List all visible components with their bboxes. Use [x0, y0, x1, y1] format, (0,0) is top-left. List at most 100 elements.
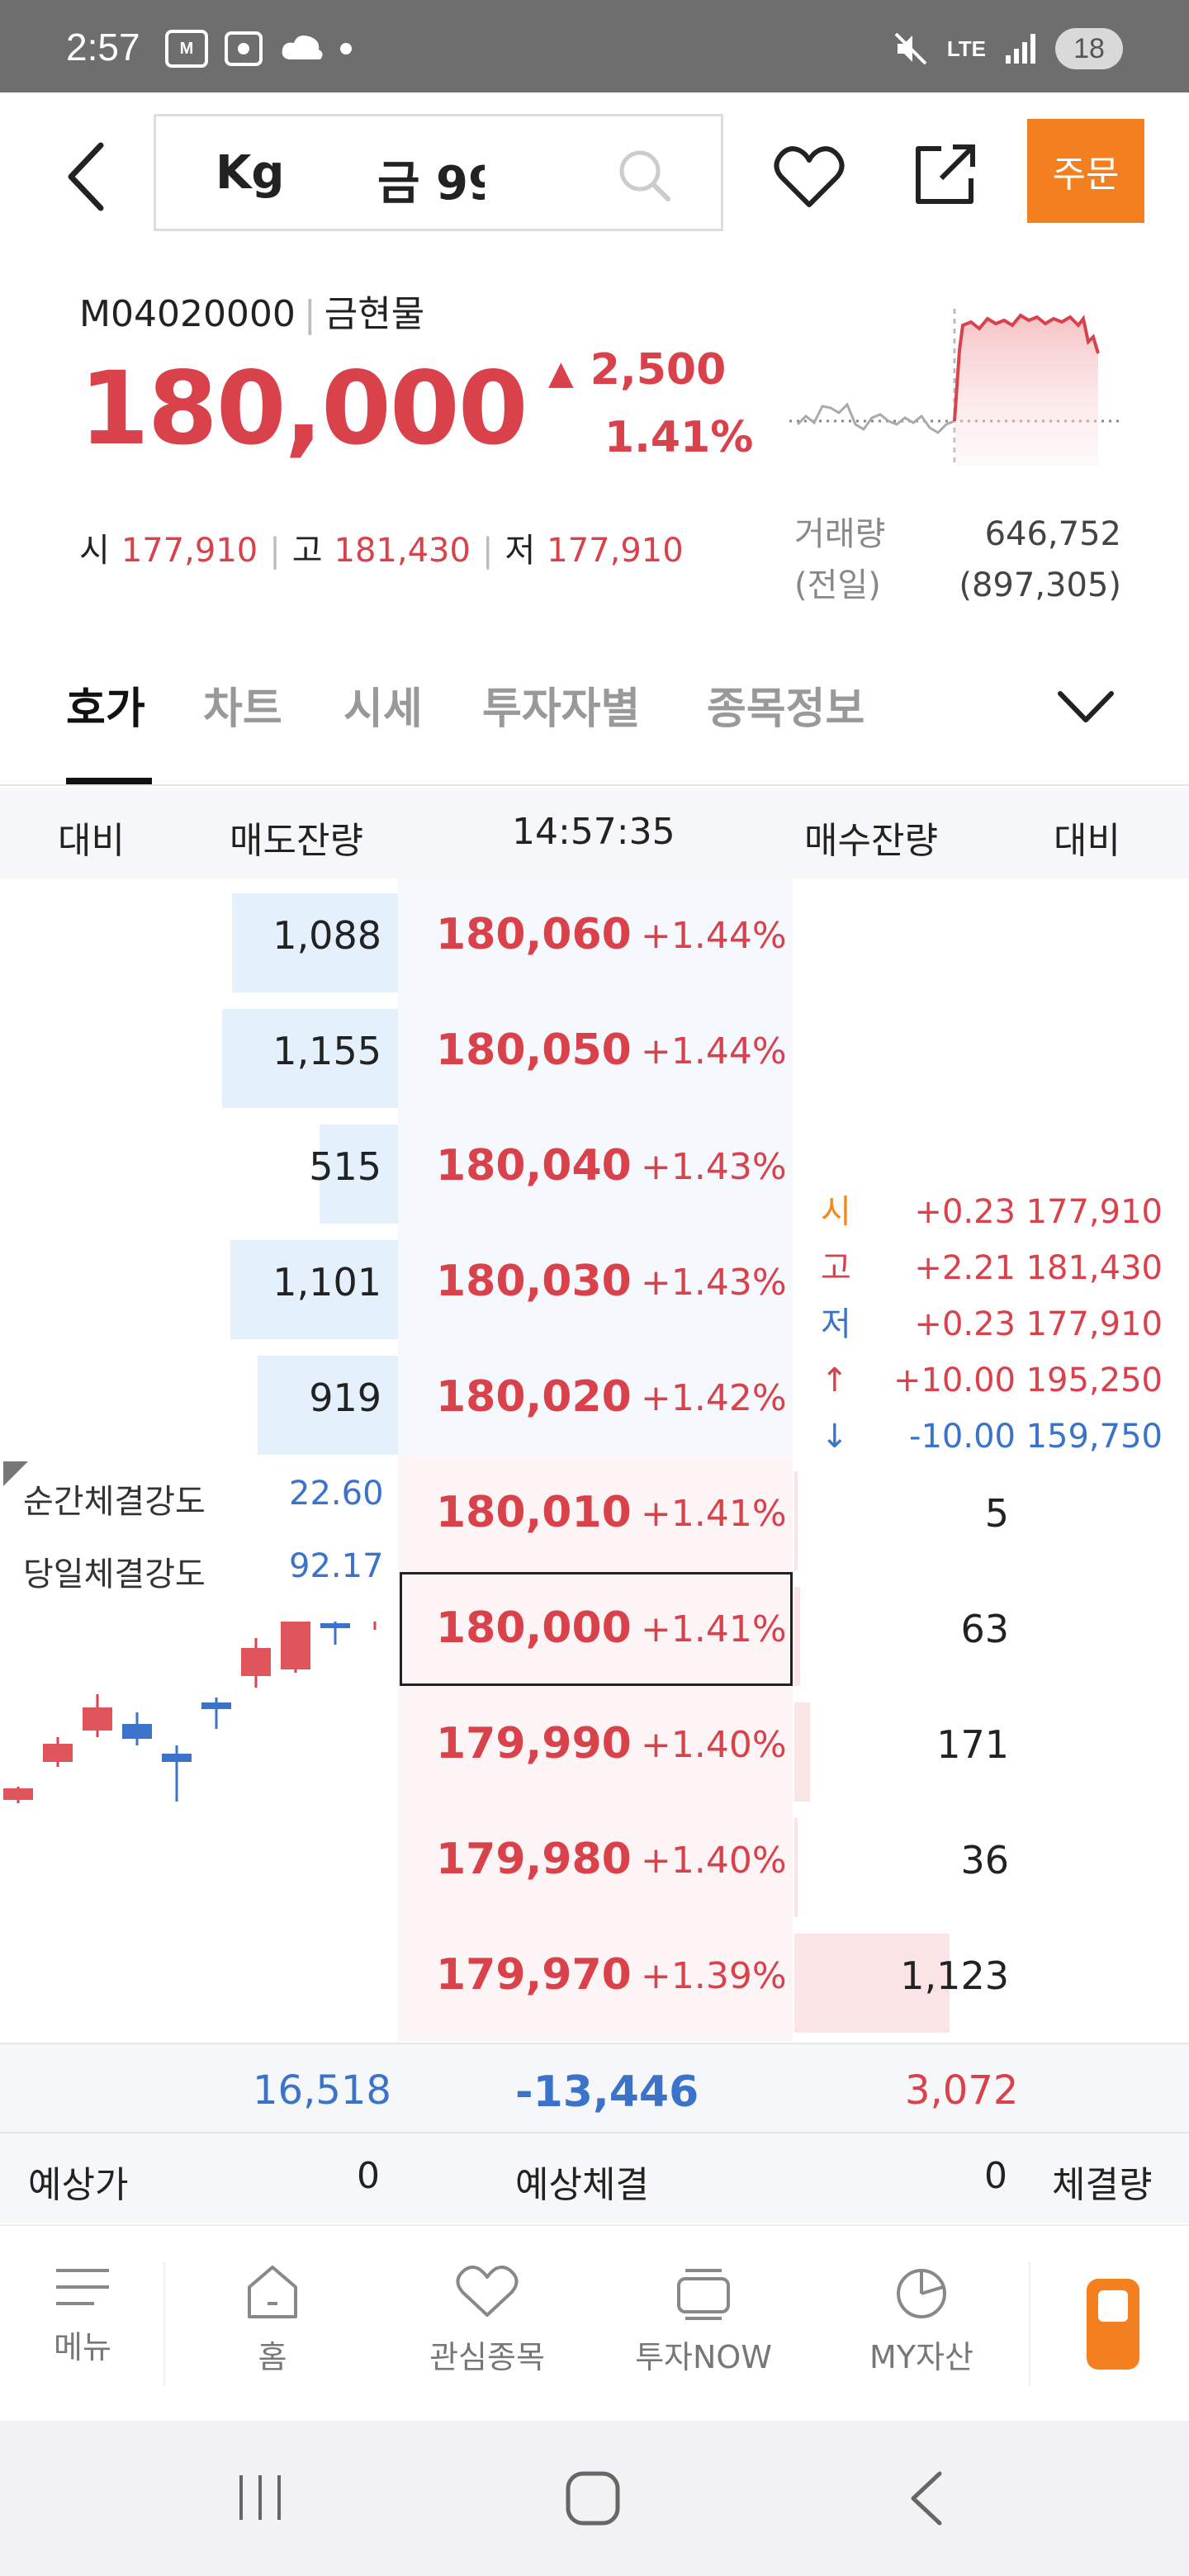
bid-row[interactable]: 179,970 +1.39% 1,123 — [0, 1919, 1189, 2034]
corner-triangle-icon — [3, 1461, 28, 1486]
volume-values: 646,752 (897,305) — [959, 509, 1121, 611]
stock-symbol: Kg — [216, 146, 285, 200]
active-tab-indicator — [66, 778, 152, 784]
nav-divider — [163, 2262, 165, 2386]
system-back-icon[interactable] — [903, 2469, 953, 2528]
prev-volume-label: (전일) — [794, 566, 881, 604]
candle — [83, 1707, 112, 1731]
current-price: 180,000 — [79, 350, 528, 467]
net-balance: -13,446 — [515, 2067, 699, 2117]
status-right-icons: LTE 18 — [893, 28, 1123, 69]
recent-apps-icon[interactable] — [231, 2469, 289, 2526]
ask-row[interactable]: 515 180,040 +1.43% — [0, 1110, 1189, 1225]
nav-watchlist[interactable]: 관심종목 — [405, 2262, 570, 2403]
ask-price: 180,060 — [436, 910, 632, 959]
bid-row[interactable]: 180,000 +1.41% 63 — [0, 1572, 1189, 1688]
ask-price: 180,040 — [436, 1141, 632, 1191]
bid-pct: +1.39% — [641, 1955, 787, 1997]
app-launcher-icon[interactable] — [1087, 2279, 1139, 2370]
up-arrow-icon: ↑ — [821, 1361, 849, 1399]
intraday-mini-chart[interactable] — [789, 309, 1120, 466]
open-high-low: 시 177,910 | 고 181,430 | 저 177,910 — [79, 532, 684, 570]
bid-qty: 171 — [936, 1722, 1009, 1767]
ask-price-column — [398, 878, 793, 1456]
ask-row[interactable]: 919 180,020 +1.42% — [0, 1341, 1189, 1456]
candle — [241, 1648, 271, 1676]
chevron-down-icon[interactable] — [1057, 687, 1115, 728]
bid-qty: 5 — [984, 1491, 1009, 1536]
bid-qty-bar — [794, 1818, 798, 1917]
stat-label: 시 — [821, 1193, 851, 1231]
tab-investors[interactable]: 투자자별 — [482, 684, 641, 734]
instant-strength-label: 순간체결강도 — [23, 1483, 206, 1521]
back-button[interactable] — [58, 135, 124, 218]
candle — [3, 1788, 33, 1800]
order-button[interactable]: 주문 — [1027, 119, 1144, 223]
ask-row[interactable]: 1,101 180,030 +1.43% — [0, 1225, 1189, 1341]
screenshot-icon — [225, 31, 263, 66]
stat-change: +10.00 — [893, 1361, 1016, 1399]
ask-row[interactable]: 1,088 180,060 +1.44% — [0, 878, 1189, 994]
quote-summary: M04020000 | 금현물 180,000 ▲ 2,500 1.41% 시 177,… — [0, 254, 1189, 604]
bid-total: 3,072 — [905, 2067, 1019, 2114]
ask-qty: 1,088 — [272, 913, 381, 958]
candle — [162, 1754, 192, 1762]
share-icon[interactable] — [908, 139, 981, 211]
open-value: 177,910 — [121, 532, 258, 570]
mini-candlestick-chart — [3, 1622, 377, 1803]
ask-qty-header: 매도잔량 — [230, 820, 363, 862]
nav-menu[interactable]: 메뉴 — [0, 2262, 165, 2403]
bid-qty-header: 매수잔량 — [804, 820, 938, 862]
notification-dot-icon — [340, 43, 352, 54]
prev-volume-value: (897,305) — [959, 566, 1121, 604]
nav-invest-now[interactable]: 투자NOW — [621, 2262, 786, 2403]
stock-name: 금 99 — [377, 157, 485, 211]
ask-row[interactable]: 1,155 180,050 +1.44% — [0, 994, 1189, 1110]
price-stats-panel: 시 +0.23 177,910 고 +2.21 181,430 저 +0.23 177,91… — [817, 1184, 1172, 1465]
bid-price: 180,010 — [436, 1488, 632, 1537]
heart-icon — [456, 2266, 519, 2317]
bid-row[interactable]: 179,990 +1.40% 171 — [0, 1688, 1189, 1803]
stat-change: +0.23 — [914, 1193, 1016, 1231]
nav-label: 메뉴 — [54, 2329, 111, 2365]
stat-change: +0.23 — [914, 1305, 1016, 1343]
current-price-highlight — [400, 1572, 793, 1686]
ask-qty: 515 — [309, 1144, 381, 1189]
bid-row[interactable]: 180,010 +1.41% 5 — [0, 1456, 1189, 1572]
ask-price: 180,050 — [436, 1025, 632, 1075]
ask-price: 180,030 — [436, 1257, 632, 1306]
ask-qty-bar — [222, 1009, 398, 1108]
volume-label: 거래량 — [794, 515, 886, 553]
tab-stock-info[interactable]: 종목정보 — [707, 684, 865, 734]
trade-volume-label[interactable]: 체결량 — [1052, 2164, 1153, 2206]
low-label: 저 — [504, 532, 536, 570]
ask-pct: +1.42% — [641, 1377, 787, 1419]
home-button-icon[interactable] — [563, 2469, 623, 2528]
expected-price-value: 0 — [357, 2155, 380, 2197]
nav-home[interactable]: 홈 — [190, 2262, 355, 2403]
bid-price: 179,970 — [436, 1950, 632, 2000]
up-triangle-icon: ▲ — [548, 354, 574, 392]
daily-strength-value: 92.17 — [289, 1547, 384, 1585]
bid-pct: +1.40% — [641, 1724, 787, 1766]
ask-pct: +1.43% — [641, 1262, 787, 1304]
separator: | — [303, 293, 316, 335]
tab-quotes[interactable]: 시세 — [343, 684, 423, 734]
search-icon[interactable] — [613, 144, 675, 206]
candle — [320, 1623, 350, 1628]
change-percent: 1.41% — [604, 413, 754, 462]
expected-price-label: 예상가 — [28, 2164, 129, 2206]
cloud-icon — [282, 36, 323, 59]
bid-row[interactable]: 179,980 +1.40% 36 — [0, 1803, 1189, 1919]
status-left-icons: M — [165, 30, 352, 68]
orderbook: 1,088 180,060 +1.44% 1,155 180,050 +1.44… — [0, 878, 1189, 2041]
change-value: 2,500 — [590, 345, 727, 395]
menu-icon — [56, 2269, 109, 2305]
favorite-heart-icon[interactable] — [771, 139, 847, 215]
stock-app-icon: M — [165, 30, 208, 68]
stat-price: 177,910 — [1026, 1305, 1163, 1343]
tab-orderbook[interactable]: 호가 — [66, 684, 145, 734]
tab-chart[interactable]: 차트 — [203, 684, 282, 734]
nav-my-assets[interactable]: MY자산 — [839, 2262, 1004, 2403]
stock-search-box[interactable]: Kg 금 99 — [154, 114, 723, 231]
